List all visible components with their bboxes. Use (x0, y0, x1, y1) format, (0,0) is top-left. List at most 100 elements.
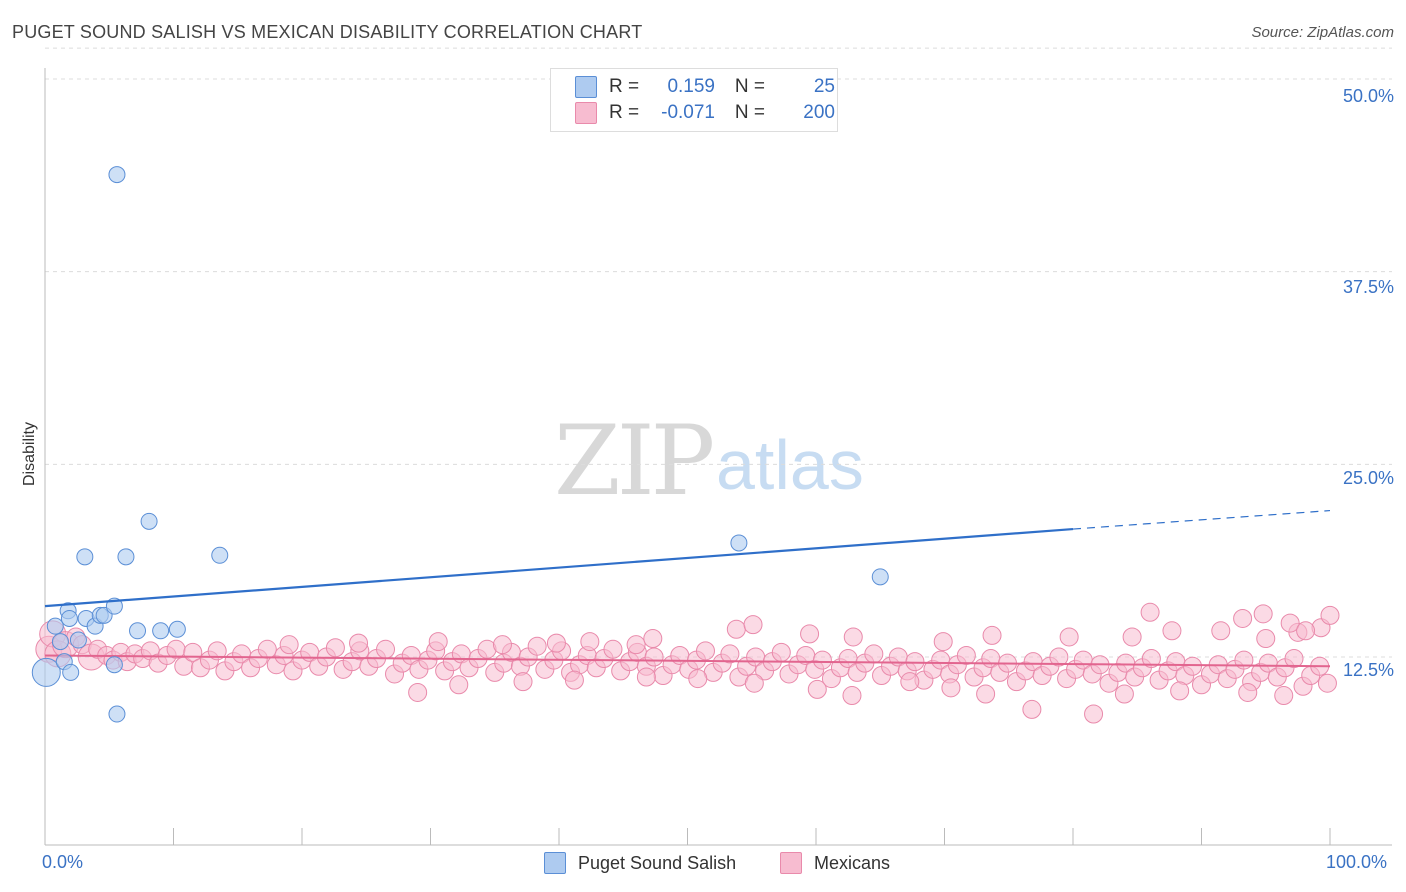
salish-point (730, 534, 748, 552)
mexicans-point (1183, 656, 1203, 676)
salish-point (60, 609, 78, 627)
mexicans-point (449, 675, 469, 695)
mexicans-point (812, 650, 832, 670)
mexicans-point (643, 629, 663, 649)
salish-point (31, 657, 61, 687)
legend-swatch-pink (575, 102, 597, 124)
mexicans-point (1233, 608, 1253, 628)
mexicans-point (1320, 605, 1340, 625)
mexicans-point (1211, 621, 1231, 641)
mexicans-point (982, 625, 1002, 645)
r-label: R = (609, 102, 640, 123)
mexicans-point (695, 641, 715, 661)
r-label: R = (609, 76, 640, 97)
mexicans-point (1084, 704, 1104, 724)
mexicans-point (1274, 686, 1294, 706)
salish-point (69, 631, 87, 649)
mexicans-point (744, 673, 764, 693)
mexicans-point (636, 667, 656, 687)
legend-label: Mexicans (814, 852, 891, 873)
mexicans-point (688, 669, 708, 689)
mexicans-point (743, 615, 763, 635)
mexicans-point (1140, 602, 1160, 622)
salish-point (62, 663, 80, 681)
legend-swatch-blue (544, 852, 566, 874)
legend-label: Puget Sound Salish (578, 852, 737, 873)
salish-point (76, 548, 94, 566)
legend-swatch-pink (780, 852, 802, 874)
mexicans-point (207, 641, 227, 661)
mexicans-point (527, 636, 547, 656)
n-value: 200 (803, 102, 835, 123)
mexicans-point (1253, 604, 1273, 624)
mexicans-point (408, 682, 428, 702)
mexicans-point (492, 635, 512, 655)
mexicans-point (1059, 627, 1079, 647)
watermark-zip: ZIP (554, 405, 715, 517)
mexicans-point (564, 670, 584, 690)
legend-row-mexicans: R = -0.071 N = 200 (575, 101, 835, 125)
salish-point (129, 622, 147, 640)
mexicans-point (626, 635, 646, 655)
salish-point (108, 166, 126, 184)
salish-point (51, 633, 69, 651)
legend-row-salish: R = 0.159 N = 25 (575, 75, 835, 99)
salish-point (211, 546, 229, 564)
mexicans-point (1256, 629, 1276, 649)
salish-point (46, 617, 64, 635)
x-tick-label-max: 100.0% (1326, 852, 1388, 872)
y-tick-label: 12.5% (1342, 660, 1394, 680)
salish-point (117, 548, 135, 566)
mexicans-point (807, 679, 827, 699)
r-value: -0.071 (661, 102, 715, 123)
mexicans-point (900, 672, 920, 692)
watermark-atlas: atlas (716, 426, 864, 504)
mexicans-point (1049, 647, 1069, 667)
r-value: 0.159 (667, 76, 715, 97)
mexicans-trendline (44, 654, 1331, 668)
n-label: N = (734, 76, 765, 97)
mexicans-point (513, 672, 533, 692)
mexicans-point (941, 678, 961, 698)
mexicans-point (349, 633, 369, 653)
salish-point (140, 512, 158, 530)
n-label: N = (734, 102, 765, 123)
mexicans-point (1114, 684, 1134, 704)
mexicans-point (1296, 621, 1316, 641)
mexicans-point (428, 632, 448, 652)
mexicans-point (1280, 613, 1300, 633)
n-value: 25 (813, 76, 835, 97)
mexicans-point (1122, 627, 1142, 647)
salish-point (152, 622, 170, 640)
mexicans-point (1162, 621, 1182, 641)
salish-point (108, 705, 126, 723)
mexicans-point (376, 639, 396, 659)
mexicans-point (1141, 649, 1161, 669)
mexicans-point (976, 684, 996, 704)
mexicans-point (1170, 681, 1190, 701)
y-tick-label: 37.5% (1342, 277, 1394, 297)
mexicans-point (546, 633, 566, 653)
mexicans-point (644, 647, 664, 667)
mexicans-point (726, 619, 746, 639)
mexicans-point (843, 627, 863, 647)
legend-item-mexicans[interactable]: Mexicans (780, 852, 890, 874)
y-tick-label: 25.0% (1342, 468, 1394, 488)
salish-point (871, 568, 889, 586)
mexicans-point (933, 632, 953, 652)
y-axis-label: Disability (21, 422, 38, 487)
chart-title: PUGET SOUND SALISH VS MEXICAN DISABILITY… (12, 22, 643, 42)
y-tick-label: 50.0% (1342, 86, 1394, 106)
legend-item-salish[interactable]: Puget Sound Salish (544, 852, 736, 874)
source-credit: Source: ZipAtlas.com (1251, 24, 1394, 41)
mexicans-point (1022, 699, 1042, 719)
mexicans-point (864, 644, 884, 664)
mexicans-point (580, 632, 600, 652)
salish-trendline (44, 527, 1074, 608)
mexicans-point (325, 638, 345, 658)
mexicans-point (800, 624, 820, 644)
mexicans-point (956, 645, 976, 665)
mexicans-point (257, 639, 277, 659)
salish-point (168, 620, 186, 638)
